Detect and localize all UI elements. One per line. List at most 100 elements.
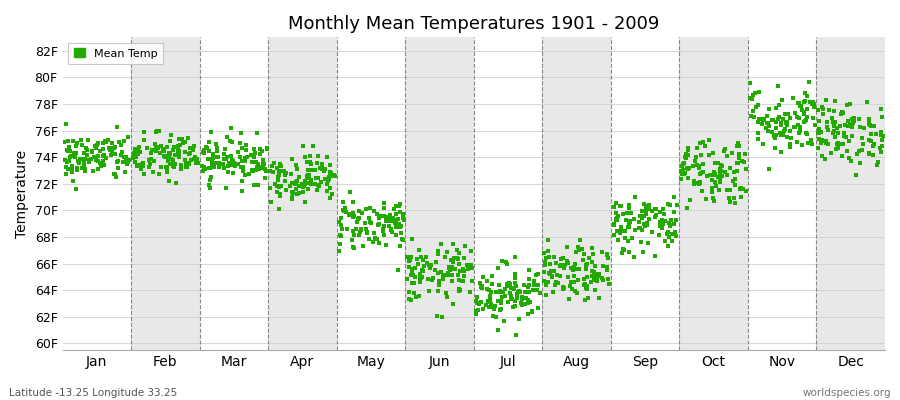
Point: [220, 163, 235, 169]
Y-axis label: Temperature: Temperature: [15, 150, 29, 238]
Point: [379, 218, 393, 225]
Point: [452, 288, 466, 294]
Point: [284, 171, 299, 177]
Point: [837, 130, 851, 136]
Point: [555, 284, 570, 290]
Point: [310, 187, 324, 193]
Point: [346, 244, 361, 251]
Point: [618, 228, 633, 234]
Point: [852, 147, 867, 154]
Point: [235, 145, 249, 151]
Point: [752, 130, 766, 136]
Point: [798, 118, 813, 124]
Point: [130, 151, 145, 158]
Point: [761, 166, 776, 172]
Point: [568, 261, 582, 268]
Point: [393, 208, 408, 215]
Point: [429, 258, 444, 265]
Point: [183, 145, 197, 151]
Point: [561, 260, 575, 266]
Point: [332, 248, 347, 254]
Point: [268, 181, 283, 187]
Point: [436, 272, 451, 278]
Point: [590, 276, 605, 282]
Point: [641, 203, 655, 209]
Point: [211, 154, 225, 160]
Point: [202, 139, 217, 145]
Point: [876, 133, 890, 139]
Point: [744, 96, 759, 102]
Point: [576, 256, 590, 263]
Point: [188, 154, 202, 160]
Point: [326, 172, 340, 178]
Point: [184, 156, 198, 163]
Point: [724, 198, 738, 205]
Point: [131, 161, 146, 168]
Point: [588, 263, 602, 269]
Point: [358, 206, 373, 212]
Point: [812, 127, 826, 133]
Point: [621, 238, 635, 244]
Point: [238, 147, 253, 153]
Point: [233, 139, 248, 146]
Point: [337, 206, 351, 213]
Point: [529, 272, 544, 278]
Point: [61, 148, 76, 155]
Point: [73, 156, 87, 162]
Point: [635, 215, 650, 222]
Point: [742, 95, 757, 102]
Point: [491, 327, 506, 333]
Point: [465, 265, 480, 271]
Point: [831, 145, 845, 152]
Point: [632, 224, 646, 231]
Point: [841, 122, 855, 129]
Point: [834, 153, 849, 160]
Point: [100, 137, 114, 144]
Point: [586, 250, 600, 257]
Point: [545, 288, 560, 295]
Point: [846, 118, 860, 125]
Point: [818, 156, 832, 162]
Point: [402, 264, 417, 270]
Point: [411, 292, 426, 299]
Point: [587, 274, 601, 280]
Point: [748, 90, 762, 96]
Point: [377, 200, 392, 206]
Point: [441, 272, 455, 278]
Point: [548, 282, 562, 288]
Point: [811, 107, 825, 114]
Point: [837, 133, 851, 140]
Point: [112, 158, 126, 165]
Point: [815, 111, 830, 117]
Point: [248, 154, 262, 160]
Point: [756, 141, 770, 147]
Point: [431, 288, 446, 294]
Point: [675, 163, 689, 169]
Point: [236, 168, 250, 175]
Point: [668, 228, 682, 235]
Point: [408, 265, 422, 272]
Point: [104, 152, 118, 158]
Point: [190, 156, 204, 162]
Point: [238, 158, 252, 164]
Point: [171, 147, 185, 153]
Point: [814, 140, 828, 146]
Point: [556, 285, 571, 291]
Point: [409, 294, 423, 300]
Point: [94, 163, 108, 170]
Point: [295, 143, 310, 150]
Point: [621, 218, 635, 224]
Point: [819, 138, 833, 144]
Point: [609, 217, 624, 223]
Point: [797, 110, 812, 117]
Point: [66, 138, 80, 144]
Point: [347, 213, 362, 220]
Point: [676, 167, 690, 174]
Point: [379, 241, 393, 248]
Point: [664, 217, 679, 224]
Point: [609, 200, 624, 206]
Point: [599, 267, 614, 273]
Point: [69, 143, 84, 149]
Point: [430, 248, 445, 254]
Point: [715, 173, 729, 180]
